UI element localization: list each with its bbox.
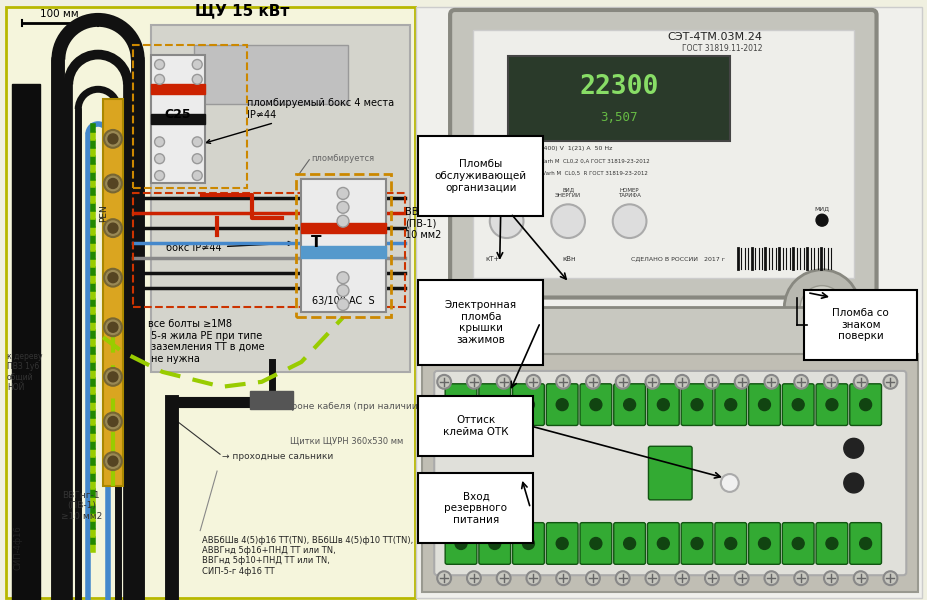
Circle shape xyxy=(792,398,804,410)
Text: АВБбШв 4(5)ф16 ТТ(ТN), ВБбШв 4(5)ф10 ТТ(ТN),
АВВГнд 5ф16+ПНД ТТ или TN,
ВВГнд 5ф: АВБбШв 4(5)ф16 ТТ(ТN), ВБбШв 4(5)ф10 ТТ(… xyxy=(202,536,413,576)
FancyBboxPatch shape xyxy=(512,384,544,425)
Circle shape xyxy=(486,340,499,354)
Text: ВВГнг-1
(ПВ-1)
≥10 мм2: ВВГнг-1 (ПВ-1) ≥10 мм2 xyxy=(60,491,102,521)
Text: к дереву
ПВЗ 1у6
общий
НОЙ: к дереву ПВЗ 1у6 общий НОЙ xyxy=(6,352,43,392)
Circle shape xyxy=(496,375,510,389)
Circle shape xyxy=(705,375,718,389)
Circle shape xyxy=(104,175,121,193)
Text: МИД: МИД xyxy=(814,206,829,211)
Text: Оттиск
клейма ОТК: Оттиск клейма ОТК xyxy=(443,415,508,437)
Text: → проходные сальники: → проходные сальники xyxy=(222,452,333,461)
Circle shape xyxy=(337,272,349,284)
Circle shape xyxy=(486,313,499,327)
Circle shape xyxy=(794,571,807,585)
Circle shape xyxy=(108,456,118,466)
Circle shape xyxy=(734,375,748,389)
FancyBboxPatch shape xyxy=(445,384,476,425)
FancyBboxPatch shape xyxy=(150,55,205,184)
FancyBboxPatch shape xyxy=(748,384,780,425)
FancyBboxPatch shape xyxy=(194,44,348,104)
Text: B=200000 Imp/kW -kVarh M  CL0,5  R ГОСТ 31819-23-2012: B=200000 Imp/kW -kVarh M CL0,5 R ГОСТ 31… xyxy=(482,171,647,176)
Circle shape xyxy=(825,538,837,550)
Circle shape xyxy=(192,170,202,181)
Circle shape xyxy=(757,538,769,550)
Circle shape xyxy=(526,375,540,389)
FancyBboxPatch shape xyxy=(613,523,645,564)
FancyBboxPatch shape xyxy=(680,523,712,564)
FancyBboxPatch shape xyxy=(473,30,853,278)
FancyBboxPatch shape xyxy=(478,523,510,564)
Circle shape xyxy=(816,302,826,313)
Circle shape xyxy=(883,571,896,585)
Circle shape xyxy=(108,179,118,188)
Circle shape xyxy=(192,154,202,164)
Circle shape xyxy=(337,215,349,227)
Text: СЭТ-4ТМ.03М.24: СЭТ-4ТМ.03М.24 xyxy=(667,32,762,42)
Circle shape xyxy=(792,538,804,550)
FancyBboxPatch shape xyxy=(422,354,917,592)
Text: ЩУ 15 кВт: ЩУ 15 кВт xyxy=(195,3,288,18)
Circle shape xyxy=(691,398,703,410)
FancyBboxPatch shape xyxy=(546,523,578,564)
Circle shape xyxy=(192,59,202,70)
FancyBboxPatch shape xyxy=(512,523,544,564)
FancyBboxPatch shape xyxy=(714,384,746,425)
Circle shape xyxy=(108,322,118,332)
FancyBboxPatch shape xyxy=(849,384,881,425)
Circle shape xyxy=(437,571,451,585)
Circle shape xyxy=(104,269,121,287)
Circle shape xyxy=(623,538,635,550)
Circle shape xyxy=(337,299,349,310)
Bar xyxy=(249,391,293,409)
FancyBboxPatch shape xyxy=(103,99,122,486)
Circle shape xyxy=(555,398,567,410)
FancyBboxPatch shape xyxy=(579,384,611,425)
Text: броне кабеля (при наличии): броне кабеля (при наличии) xyxy=(286,402,421,411)
Text: кТ+: кТ+ xyxy=(485,256,500,262)
Circle shape xyxy=(155,137,164,147)
FancyBboxPatch shape xyxy=(714,523,746,564)
Circle shape xyxy=(337,202,349,213)
Text: пломбируется: пломбируется xyxy=(311,154,374,163)
Circle shape xyxy=(155,74,164,85)
Text: 63/100 AC  S: 63/100 AC S xyxy=(311,296,374,307)
Circle shape xyxy=(825,398,837,410)
Circle shape xyxy=(612,205,646,238)
Circle shape xyxy=(496,571,510,585)
Text: пломбируемый бокс 4 места
IP≄44: пломбируемый бокс 4 места IP≄44 xyxy=(206,98,394,143)
Circle shape xyxy=(656,398,668,410)
Circle shape xyxy=(104,368,121,386)
Text: ВИД
ЭНЕРГИИ: ВИД ЭНЕРГИИ xyxy=(554,188,580,199)
FancyBboxPatch shape xyxy=(418,280,542,365)
Text: 3×(220÷280)/(38÷400) V  1(21) A  50 Hz: 3×(220÷280)/(38÷400) V 1(21) A 50 Hz xyxy=(482,146,612,151)
Circle shape xyxy=(466,571,480,585)
Circle shape xyxy=(724,398,736,410)
Circle shape xyxy=(437,375,451,389)
Text: Щитки ЩУРН 360х530 мм: Щитки ЩУРН 360х530 мм xyxy=(290,437,403,446)
Circle shape xyxy=(454,398,466,410)
FancyBboxPatch shape xyxy=(445,523,476,564)
FancyBboxPatch shape xyxy=(450,10,876,298)
Circle shape xyxy=(585,375,599,389)
Circle shape xyxy=(155,59,164,70)
FancyBboxPatch shape xyxy=(301,179,386,313)
Circle shape xyxy=(555,538,567,550)
Circle shape xyxy=(675,571,689,585)
FancyBboxPatch shape xyxy=(418,473,533,544)
Circle shape xyxy=(843,439,863,458)
FancyBboxPatch shape xyxy=(815,523,847,564)
FancyBboxPatch shape xyxy=(434,371,906,575)
FancyBboxPatch shape xyxy=(418,136,542,216)
Circle shape xyxy=(823,571,837,585)
Circle shape xyxy=(858,538,870,550)
Circle shape xyxy=(108,416,118,427)
Circle shape xyxy=(675,375,689,389)
Text: T: T xyxy=(311,235,322,250)
Circle shape xyxy=(489,205,523,238)
Circle shape xyxy=(551,205,584,238)
Circle shape xyxy=(104,130,121,148)
Circle shape xyxy=(615,375,629,389)
Text: СИП-4ф16: СИП-4ф16 xyxy=(13,526,22,570)
Circle shape xyxy=(454,538,466,550)
Circle shape xyxy=(623,398,635,410)
